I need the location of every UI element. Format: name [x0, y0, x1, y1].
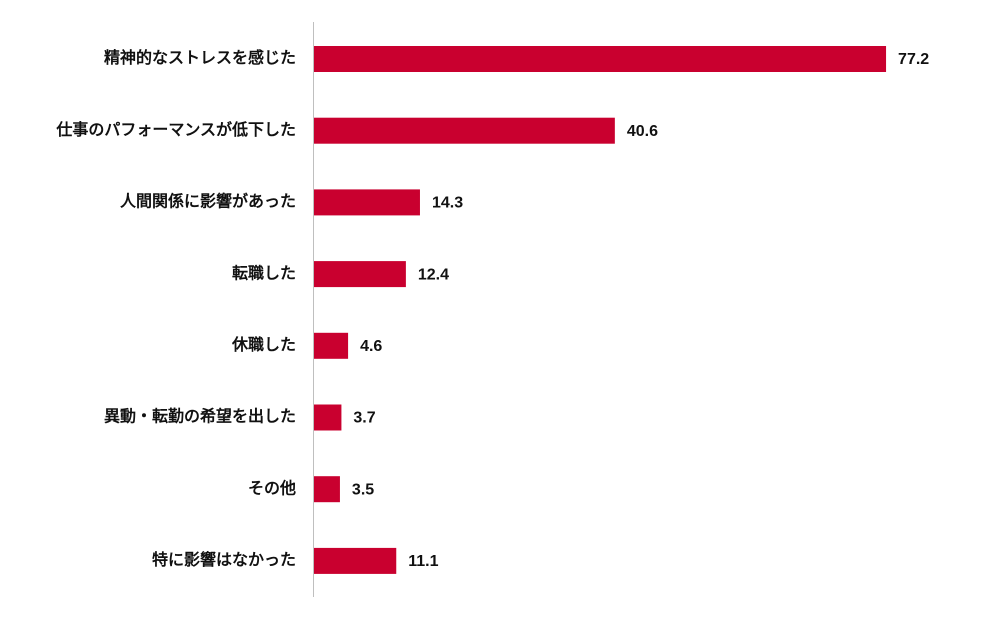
category-label: 仕事のパフォーマンスが低下した: [55, 120, 296, 139]
category-label: 人間関係に影響があった: [120, 192, 296, 211]
bar: [314, 332, 349, 359]
value-label: 14.3: [432, 195, 463, 212]
value-label: 40.6: [627, 123, 658, 140]
value-label: 3.5: [352, 481, 374, 498]
bar: [314, 547, 397, 574]
value-label: 12.4: [418, 266, 449, 283]
bar: [314, 189, 420, 216]
value-label: 3.7: [353, 410, 375, 427]
category-label: 異動・転勤の希望を出した: [104, 407, 296, 426]
bar: [314, 117, 615, 144]
bar: [314, 261, 406, 288]
category-label: 休職した: [231, 335, 296, 354]
category-label: 転職した: [232, 263, 296, 282]
category-label: 特に影響はなかった: [152, 550, 296, 569]
value-label: 11.1: [408, 553, 438, 570]
bar: [314, 46, 887, 72]
category-label: 精神的なストレスを感じた: [104, 48, 296, 67]
bar: [314, 404, 342, 431]
category-label: その他: [248, 478, 296, 497]
bar: [314, 476, 340, 503]
value-label: 4.6: [360, 338, 382, 355]
value-label: 77.2: [898, 51, 929, 68]
